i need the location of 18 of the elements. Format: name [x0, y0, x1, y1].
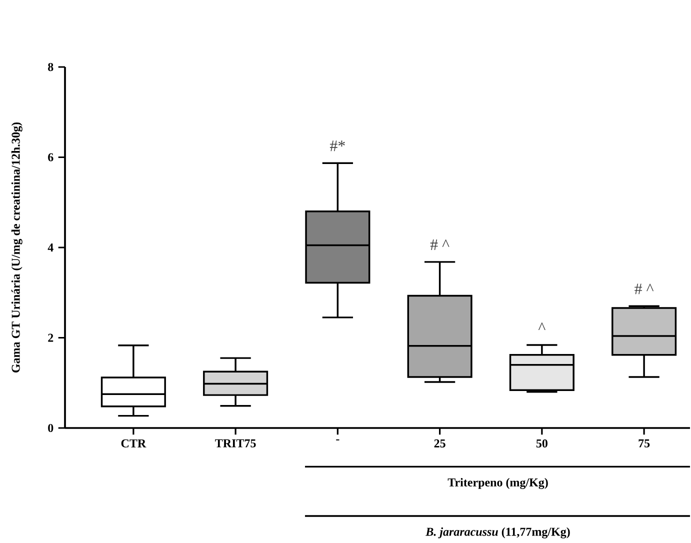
annotation: ^ [538, 322, 546, 330]
y-tick-label: 2 [48, 334, 54, 342]
x-tick-label: CTR [121, 439, 146, 448]
y-tick-label: 4 [48, 244, 54, 252]
x-tick-label: - [336, 439, 340, 440]
y-tick-label: 6 [48, 153, 54, 162]
x-tick-label: 25 [434, 439, 446, 448]
x-tick-label: 50 [536, 439, 548, 448]
annotation: #* [330, 140, 345, 152]
annotation: # ^ [430, 239, 450, 250]
y-tick-label: 0 [48, 424, 54, 432]
text: Triterpeno (mg/Kg) [448, 478, 548, 490]
x-tick-label: TRIT75 [215, 439, 256, 448]
x-tick-label: 75 [638, 439, 650, 448]
y-tick-label: 8 [48, 62, 54, 72]
annotation: # ^ [634, 284, 654, 294]
text: B. jararacussu (11,77mg/Kg) [426, 527, 570, 538]
y-axis-title: Gama GT Urinária (U/mg de creatinina/12h.30g) [11, 122, 22, 372]
